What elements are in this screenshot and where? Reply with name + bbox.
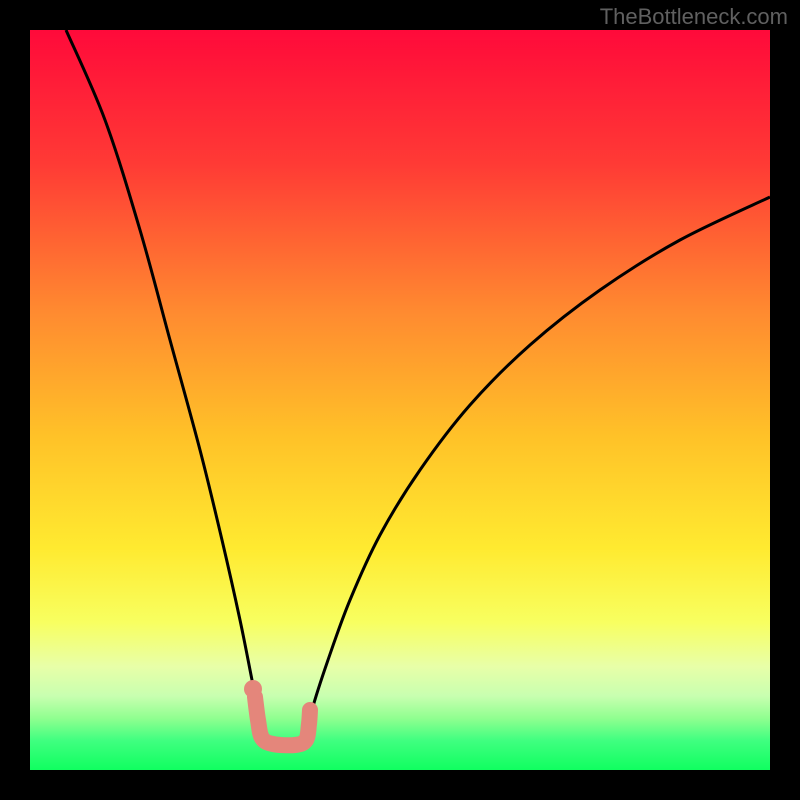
chart-container: TheBottleneck.com (0, 0, 800, 800)
bottleneck-marker-dot (244, 680, 262, 698)
left-curve (66, 30, 265, 745)
right-curve (305, 197, 770, 745)
curves-svg (0, 0, 800, 800)
bottleneck-marker-path (255, 697, 310, 745)
watermark-text: TheBottleneck.com (600, 4, 788, 30)
